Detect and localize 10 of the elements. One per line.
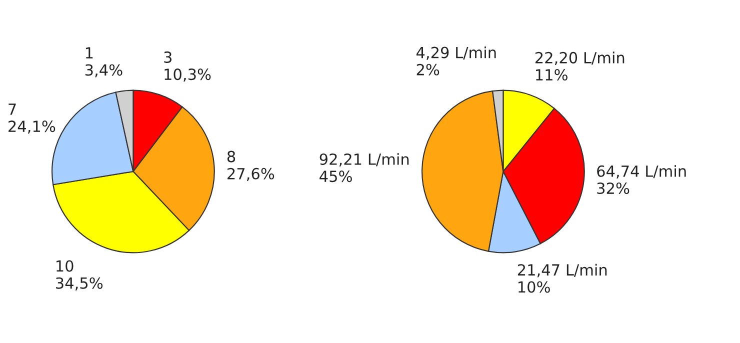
data-label: 8 27,6% [227, 150, 274, 181]
data-label: 92,21 L/min 45% [320, 153, 409, 182]
data-label: 10 34,5% [56, 260, 103, 290]
data-label: 21,47 L/min 10% [518, 264, 607, 293]
data-label: 3 10,3% [164, 51, 211, 82]
data-label: 22,20 L/min 11% [535, 52, 624, 81]
data-label: 1 3,4% [85, 47, 122, 78]
data-label: 4,29 L/min 2% [416, 46, 496, 76]
data-label: 64,74 L/min 32% [597, 165, 686, 194]
data-label: 7 24,1% [8, 104, 56, 134]
